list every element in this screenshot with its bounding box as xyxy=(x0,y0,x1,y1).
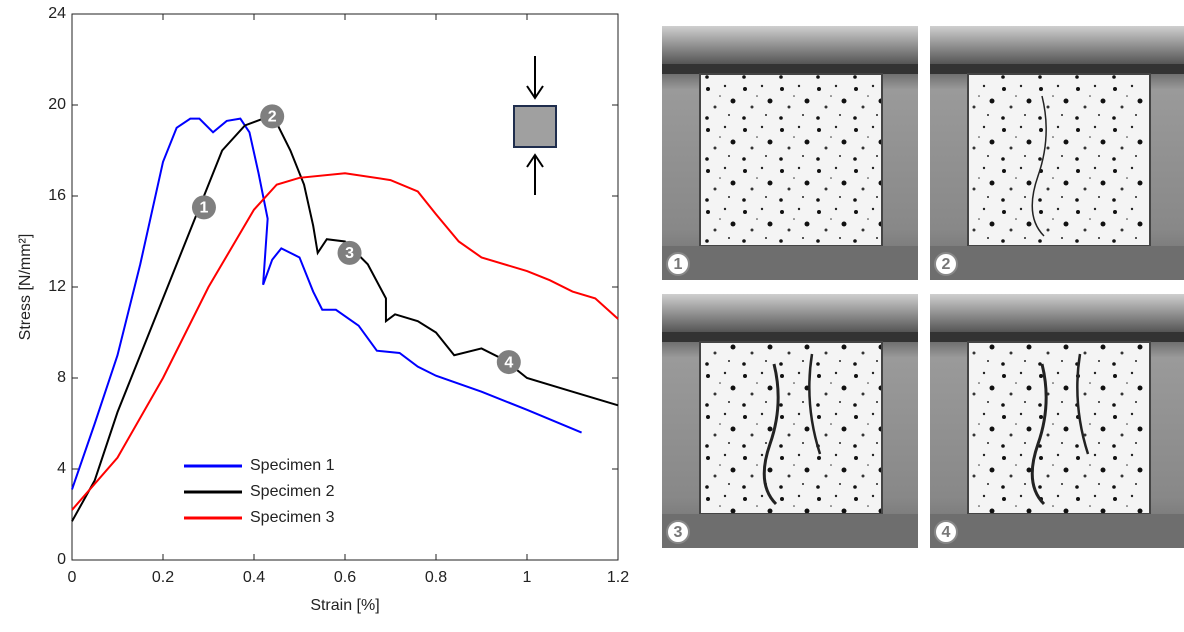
photo-specimen xyxy=(699,341,883,515)
annotation-label: 3 xyxy=(345,245,354,262)
annotation-marker xyxy=(496,350,521,375)
x-tick-label: 0.8 xyxy=(425,569,447,586)
series-line xyxy=(71,172,619,511)
x-tick-label: 0.2 xyxy=(152,569,174,586)
y-tick-label: 4 xyxy=(57,460,66,477)
y-tick-label: 12 xyxy=(48,278,66,295)
x-tick-label: 0 xyxy=(68,569,77,586)
photo-base xyxy=(930,246,1184,280)
photo-crack xyxy=(762,363,780,506)
photo-label: 1 xyxy=(674,256,683,273)
photo-crack xyxy=(1030,363,1048,506)
photo: 2 xyxy=(930,26,1184,280)
photo-specimen xyxy=(699,73,883,247)
y-tick-label: 20 xyxy=(48,96,66,113)
series-line xyxy=(71,117,619,522)
photo-badge xyxy=(934,252,958,276)
photo-specimen xyxy=(967,341,1151,515)
photo-badge xyxy=(666,520,690,544)
y-tick-label: 0 xyxy=(57,551,66,568)
photo: 3 xyxy=(662,294,918,548)
photo-label: 4 xyxy=(942,524,951,541)
photo-base xyxy=(930,514,1184,548)
photo-plate xyxy=(930,64,1184,74)
photo-crack xyxy=(808,353,822,455)
x-tick-label: 0.4 xyxy=(243,569,265,586)
y-tick-label: 24 xyxy=(48,5,66,22)
photo-base xyxy=(662,246,918,280)
legend-label: Specimen 1 xyxy=(250,457,335,474)
annotation-marker xyxy=(260,104,285,129)
photo-plate xyxy=(662,64,918,74)
y-axis-label: Stress [N/mm²] xyxy=(17,234,34,341)
photo-plate xyxy=(662,332,918,342)
series-line xyxy=(71,117,582,490)
y-tick-label: 16 xyxy=(48,187,66,204)
annotation-marker xyxy=(337,240,362,265)
photo: 4 xyxy=(930,294,1184,548)
photo-specimen xyxy=(967,73,1151,247)
annotation-label: 2 xyxy=(268,109,277,126)
x-tick-label: 1 xyxy=(523,569,532,586)
photo-plate xyxy=(930,332,1184,342)
annotation-label: 4 xyxy=(504,354,513,371)
y-tick-label: 8 xyxy=(57,369,66,386)
photo-badge xyxy=(666,252,690,276)
photo-badge xyxy=(934,520,958,544)
x-tick-label: 0.6 xyxy=(334,569,356,586)
photo: 1 xyxy=(662,26,918,280)
photo-crack xyxy=(1031,95,1047,237)
photo-base xyxy=(662,514,918,548)
annotation-label: 1 xyxy=(199,200,208,217)
photo-label: 2 xyxy=(942,256,951,273)
photo-crack xyxy=(1076,353,1090,455)
load-inset xyxy=(513,56,557,195)
photo-grid: 1 2 3 4 xyxy=(662,26,1184,548)
legend-label: Specimen 2 xyxy=(250,483,335,500)
x-tick-label: 1.2 xyxy=(607,569,629,586)
annotation-marker xyxy=(191,195,216,220)
legend-label: Specimen 3 xyxy=(250,509,335,526)
x-axis-label: Strain [%] xyxy=(310,597,379,614)
photo-label: 3 xyxy=(674,524,683,541)
